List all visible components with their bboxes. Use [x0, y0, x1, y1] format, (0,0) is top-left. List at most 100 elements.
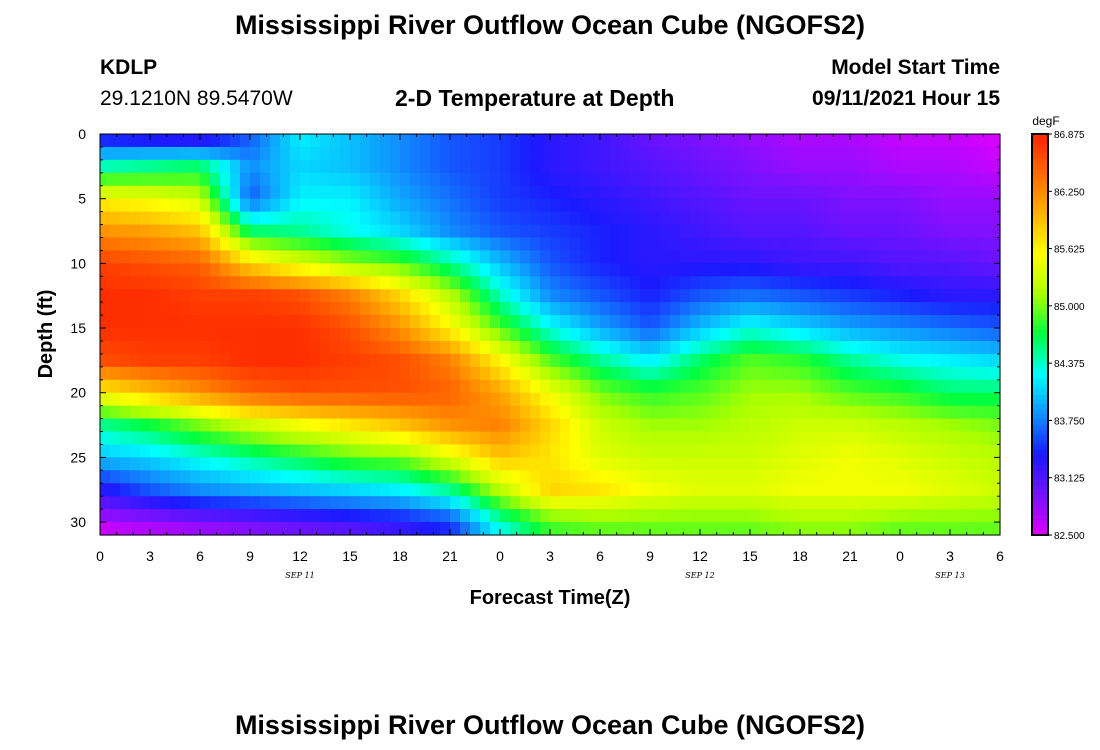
heatmap-cell — [140, 224, 151, 239]
heatmap-cell — [110, 276, 121, 290]
heatmap-cell — [740, 522, 751, 536]
heatmap-cell — [130, 263, 141, 277]
heatmap-cell — [210, 379, 221, 394]
heatmap-cell — [290, 509, 301, 523]
heatmap-cell — [300, 496, 311, 510]
heatmap-cell — [570, 250, 581, 264]
heatmap-cell — [960, 211, 971, 226]
heatmap-cell — [670, 509, 681, 523]
heatmap-cell — [490, 289, 501, 303]
heatmap-cell — [680, 522, 691, 536]
heatmap-cell — [910, 250, 921, 264]
y-tick-label: 25 — [70, 449, 86, 465]
heatmap-cell — [640, 172, 651, 187]
heatmap-cell — [450, 470, 461, 484]
heatmap-cell — [350, 444, 361, 458]
heatmap-cell — [820, 392, 831, 407]
heatmap-cell — [520, 457, 531, 471]
heatmap-cell — [260, 379, 271, 394]
heatmap-cell — [630, 483, 641, 497]
heatmap-cell — [980, 457, 991, 471]
heatmap-cell — [310, 302, 321, 316]
heatmap-cell — [650, 509, 661, 523]
heatmap-cell — [320, 366, 331, 381]
heatmap-cell — [520, 289, 531, 303]
heatmap-cell — [970, 134, 981, 148]
heatmap-cell — [610, 263, 621, 277]
heatmap-cell — [130, 302, 141, 316]
heatmap-cell — [740, 496, 751, 510]
heatmap-cell — [580, 470, 591, 484]
heatmap-cell — [230, 146, 241, 161]
heatmap-cell — [400, 522, 411, 536]
heatmap-cell — [450, 509, 461, 523]
heatmap-cell — [400, 289, 411, 303]
heatmap-cell — [110, 224, 121, 239]
heatmap-cell — [520, 392, 531, 407]
heatmap-cell — [330, 276, 341, 290]
heatmap-cell — [520, 496, 531, 510]
heatmap-cell — [710, 431, 721, 446]
heatmap-cell — [640, 198, 651, 213]
heatmap-cell — [170, 198, 181, 213]
heatmap-cell — [130, 457, 141, 471]
heatmap-cell — [330, 185, 341, 200]
heatmap-cell — [980, 431, 991, 446]
heatmap-cell — [620, 250, 631, 264]
heatmap-cell — [270, 418, 281, 433]
heatmap-cell — [880, 328, 891, 342]
heatmap-cell — [740, 276, 751, 290]
heatmap-cell — [400, 237, 411, 252]
heatmap-cell — [770, 496, 781, 510]
heatmap-cell — [560, 198, 571, 213]
heatmap-cell — [550, 379, 561, 394]
heatmap-cell — [680, 431, 691, 446]
heatmap-cell — [230, 483, 241, 497]
heatmap-cell — [370, 263, 381, 277]
heatmap-cell — [460, 134, 471, 148]
heatmap-cell — [180, 211, 191, 226]
heatmap-cell — [670, 276, 681, 290]
heatmap-cell — [890, 224, 901, 239]
heatmap-cell — [370, 353, 381, 368]
heatmap-cell — [480, 289, 491, 303]
colorbar-segment — [1032, 529, 1048, 536]
heatmap-cell — [510, 211, 521, 226]
heatmap-cell — [790, 211, 801, 226]
heatmap-cell — [350, 392, 361, 407]
heatmap-cell — [510, 431, 521, 446]
heatmap-cell — [350, 405, 361, 420]
heatmap-cell — [340, 185, 351, 200]
heatmap-cell — [480, 276, 491, 290]
heatmap-cell — [830, 366, 841, 381]
heatmap-cell — [550, 198, 561, 213]
heatmap-cell — [380, 250, 391, 264]
heatmap-cell — [540, 379, 551, 394]
heatmap-cell — [880, 263, 891, 277]
heatmap-cell — [680, 366, 691, 381]
heatmap-cell — [530, 224, 541, 239]
heatmap-cell — [750, 328, 761, 342]
heatmap-cell — [280, 522, 291, 536]
heatmap-cell — [840, 457, 851, 471]
heatmap-cell — [470, 315, 481, 329]
heatmap-cell — [520, 366, 531, 381]
heatmap-cell — [410, 172, 421, 187]
heatmap-cell — [720, 392, 731, 407]
heatmap-cell — [590, 315, 601, 329]
heatmap-cell — [760, 444, 771, 458]
heatmap-cell — [490, 379, 501, 394]
heatmap-cell — [750, 405, 761, 420]
heatmap-cell — [250, 146, 261, 161]
heatmap-cell — [470, 134, 481, 148]
heatmap-cell — [780, 185, 791, 200]
heatmap-cell — [320, 146, 331, 161]
heatmap-cell — [850, 418, 861, 433]
heatmap-cell — [840, 159, 851, 174]
colorbar-segment — [1032, 394, 1048, 401]
heatmap-cell — [720, 134, 731, 148]
heatmap-cell — [410, 340, 421, 355]
colorbar-segment — [1032, 144, 1048, 150]
heatmap-cell — [620, 418, 631, 433]
heatmap-cell — [150, 250, 161, 264]
